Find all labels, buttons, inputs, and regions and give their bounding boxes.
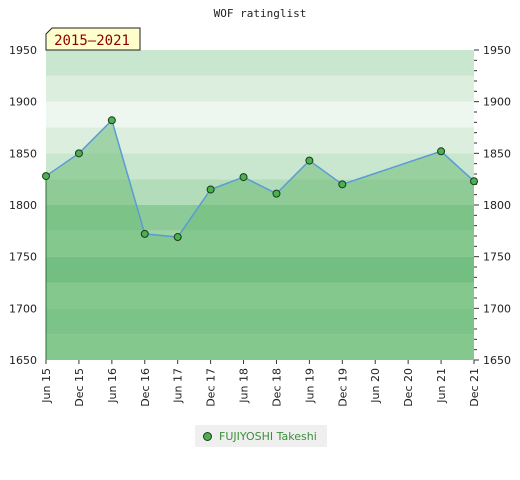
data-point xyxy=(305,156,314,165)
x-tick-label: Dec 16 xyxy=(139,368,152,407)
y-tick-label-left: 1650 xyxy=(9,354,37,367)
period-badge-box xyxy=(45,27,141,51)
data-points xyxy=(42,116,478,242)
data-point xyxy=(74,149,83,158)
x-tick-label: Dec 21 xyxy=(468,368,481,407)
y-tick-label-left: 1950 xyxy=(9,44,37,57)
data-point xyxy=(239,173,248,182)
data-point xyxy=(173,233,182,242)
y-tick-label-left: 1900 xyxy=(9,96,37,109)
y-tick-label-left: 1800 xyxy=(9,199,37,212)
period-badge: 2015–2021 xyxy=(45,27,141,51)
y-tick-label-right: 1950 xyxy=(483,44,511,57)
y-tick-label-left: 1750 xyxy=(9,251,37,264)
background-band xyxy=(46,101,474,128)
x-tick-label: Jun 19 xyxy=(303,368,316,404)
data-point xyxy=(107,116,116,125)
y-tick-label-right: 1800 xyxy=(483,199,511,212)
x-tick-label: Dec 20 xyxy=(402,368,415,407)
x-tick-label: Dec 19 xyxy=(336,368,349,407)
x-tick-label: Jun 20 xyxy=(369,368,382,404)
y-tick-label-right: 1750 xyxy=(483,251,511,264)
x-tick-label: Jun 21 xyxy=(435,368,448,404)
y-tick-label-right: 1850 xyxy=(483,147,511,160)
x-tick-label: Dec 18 xyxy=(270,368,283,407)
period-badge-text: 2015–2021 xyxy=(54,33,130,49)
background-band xyxy=(46,75,474,102)
x-tick-label: Jun 17 xyxy=(172,368,185,404)
x-axis: Jun 15 Dec 15 Jun 16 Dec 16 Jun 17 Dec 17 Jun … xyxy=(40,360,481,407)
x-tick-label: Jun 18 xyxy=(238,368,251,404)
x-tick-label: Jun 16 xyxy=(106,368,119,404)
legend[interactable]: FUJIYOSHI Takeshi xyxy=(195,425,327,447)
x-tick-label: Jun 15 xyxy=(40,368,53,404)
data-point xyxy=(470,177,478,186)
series-line xyxy=(45,118,475,238)
data-point xyxy=(338,180,347,189)
chart-title: WOF ratinglist xyxy=(214,7,307,20)
y-tick-label-left: 1850 xyxy=(9,147,37,160)
series-area xyxy=(46,120,474,361)
data-point xyxy=(437,147,446,156)
data-point xyxy=(140,229,149,238)
background-band xyxy=(46,50,474,76)
legend-marker-icon xyxy=(203,431,212,441)
area-layer xyxy=(45,118,475,361)
data-point xyxy=(272,189,281,198)
data-point xyxy=(206,185,215,194)
y-tick-label-right: 1900 xyxy=(483,96,511,109)
x-tick-label: Dec 15 xyxy=(73,368,86,407)
y-axis-right: 1650 1700 1750 1800 1850 1900 1950 xyxy=(474,44,511,367)
x-tick-label: Dec 17 xyxy=(205,368,218,407)
y-tick-label-right: 1700 xyxy=(483,302,511,315)
data-point xyxy=(42,172,50,181)
y-axis-left: 1650 1700 1750 1800 1850 1900 1950 xyxy=(9,44,37,367)
legend-label: FUJIYOSHI Takeshi xyxy=(219,429,317,443)
y-tick-label-right: 1650 xyxy=(483,354,511,367)
y-tick-label-left: 1700 xyxy=(9,302,37,315)
